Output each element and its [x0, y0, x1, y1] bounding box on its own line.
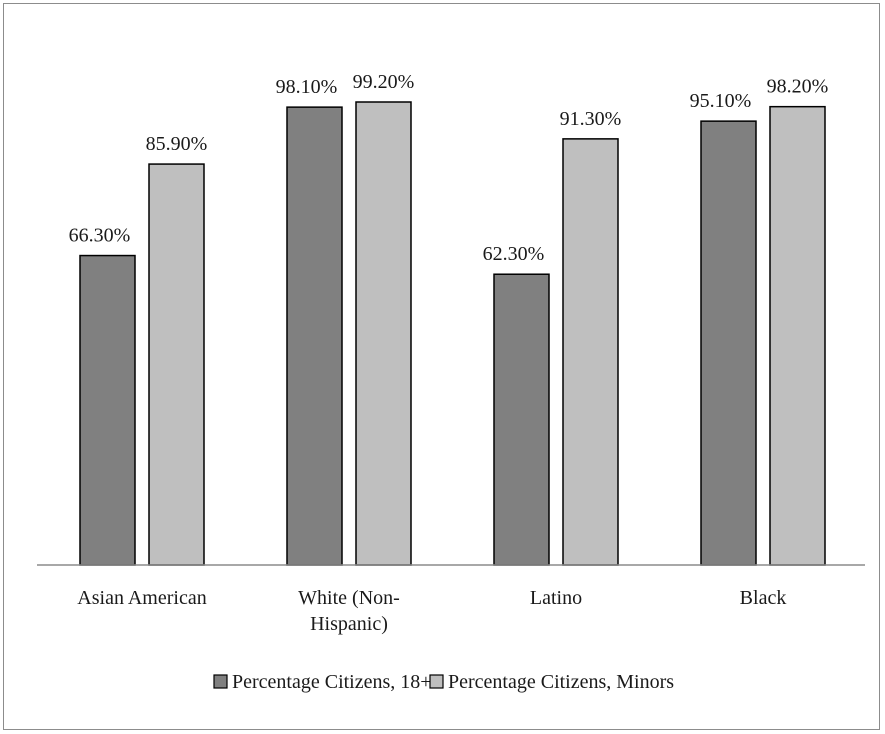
- bar-minors-1: [355, 101, 412, 566]
- category-label: Black: [740, 587, 787, 609]
- bar-minors-2: [562, 138, 619, 566]
- category-labels-layer: Asian American White (Non-Hispanic) Latino…: [77, 587, 786, 635]
- category-label: Latino: [530, 587, 582, 609]
- legend-swatch: [429, 674, 444, 689]
- category-label: White (Non-Hispanic): [298, 587, 400, 635]
- value-labels-layer: 66.30% 85.90% 98.10% 99.20% 62.30% 91.30% 95.1…: [69, 71, 829, 265]
- data-label: 99.20%: [353, 71, 415, 93]
- data-label: 98.20%: [767, 76, 829, 98]
- legend-swatch: [213, 674, 228, 689]
- bar-18plus-1: [286, 106, 343, 566]
- category-label: Asian American: [77, 587, 206, 609]
- bar-18plus-0: [79, 254, 136, 566]
- bar-minors-0: [148, 163, 205, 566]
- bar-18plus-3: [700, 120, 757, 566]
- legend-label: Percentage Citizens, 18+: [232, 671, 432, 693]
- data-label: 98.10%: [276, 76, 338, 98]
- data-label: 85.90%: [146, 133, 208, 155]
- data-label: 95.10%: [690, 90, 752, 112]
- bar-minors-3: [769, 105, 826, 566]
- bar-18plus-2: [493, 273, 550, 566]
- data-label: 66.30%: [69, 225, 131, 247]
- legend-label: Percentage Citizens, Minors: [448, 671, 674, 693]
- bars-layer: [79, 101, 826, 566]
- legend: Percentage Citizens, 18+ Percentage Citiz…: [213, 671, 674, 693]
- data-label: 91.30%: [560, 108, 622, 130]
- data-label: 62.30%: [483, 243, 545, 265]
